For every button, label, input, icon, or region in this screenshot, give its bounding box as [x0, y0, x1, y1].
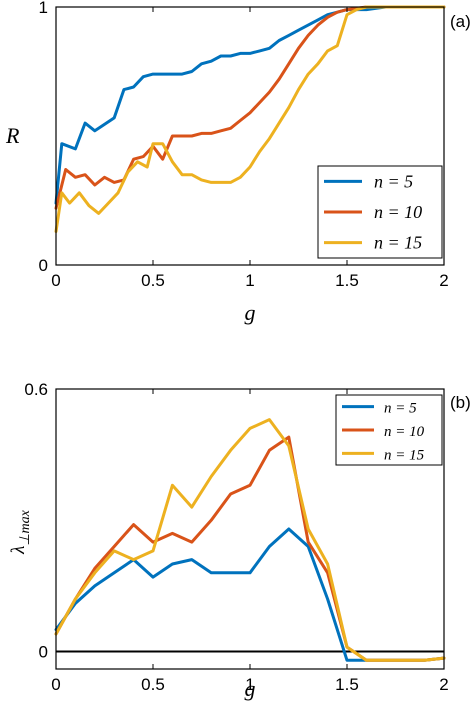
x-tick-label: 0 [51, 675, 60, 694]
legend-label-3: n = 15 [374, 233, 422, 253]
y-tick-label: 1 [39, 0, 48, 17]
legend-label-1: n = 5 [374, 171, 413, 191]
series-line-2 [54, 5, 446, 210]
x-axis-label: g [245, 300, 256, 325]
x-tick-label: 2 [439, 271, 448, 290]
x-tick-label: 1.5 [335, 271, 359, 290]
x-tick-label: 1 [245, 271, 254, 290]
y-axis-label: λ⊥max [8, 509, 33, 555]
legend-label-2: n = 10 [374, 202, 422, 222]
x-tick-label: 0 [51, 271, 60, 290]
x-tick-label: 0.5 [141, 271, 165, 290]
series-line-3 [54, 418, 446, 662]
x-tick-label: 2 [439, 675, 448, 694]
legend-label-2: n = 10 [384, 424, 425, 440]
y-axis-label-main: λ [8, 546, 29, 555]
series-line-3 [54, 5, 446, 233]
x-axis-label: g [245, 676, 256, 701]
panel-label: (b) [450, 393, 471, 412]
y-tick-label: 0 [39, 643, 48, 662]
x-tick-label: 1 [245, 675, 254, 694]
panel-label: (a) [450, 12, 471, 31]
y-tick-label: 0 [39, 256, 48, 275]
legend-label-1: n = 5 [384, 401, 417, 417]
x-tick-label: 0.5 [141, 675, 165, 694]
y-tick-label: 0.6 [24, 380, 48, 399]
y-axis-label: R [5, 123, 20, 148]
y-axis-label-sub: ⊥max [18, 509, 33, 545]
x-tick-label: 1.5 [335, 675, 359, 694]
legend-label-3: n = 15 [384, 447, 425, 463]
